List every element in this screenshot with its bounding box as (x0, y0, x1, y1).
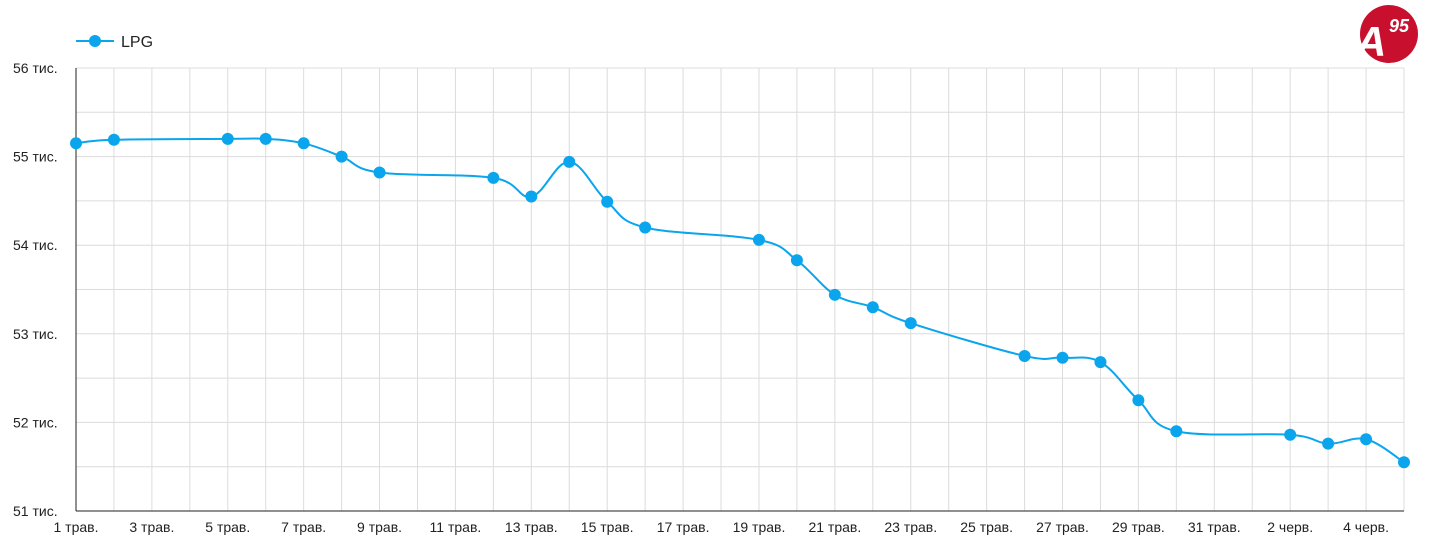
data-point[interactable] (828, 288, 841, 301)
logo-letter: A (1355, 18, 1386, 65)
data-point[interactable] (752, 233, 765, 246)
data-point[interactable] (904, 317, 917, 330)
y-tick-label: 56 тис. (13, 60, 58, 76)
x-tick-label: 17 трав. (657, 519, 710, 535)
data-point[interactable] (107, 133, 120, 146)
data-point[interactable] (1018, 349, 1031, 362)
data-point[interactable] (1170, 425, 1183, 438)
x-tick-label: 23 трав. (884, 519, 937, 535)
x-tick-label: 27 трав. (1036, 519, 1089, 535)
legend[interactable]: LPG (76, 34, 153, 51)
data-point[interactable] (335, 150, 348, 163)
x-tick-label: 3 трав. (129, 519, 174, 535)
data-point[interactable] (563, 155, 576, 168)
data-point[interactable] (297, 137, 310, 150)
data-point[interactable] (1398, 456, 1410, 469)
data-point[interactable] (1322, 437, 1335, 450)
x-axis-labels: 1 трав. 3 трав. 5 трав. 7 трав. 9 трав. 11 тр… (54, 519, 1389, 535)
y-tick-label: 52 тис. (13, 414, 58, 430)
data-point[interactable] (1056, 351, 1069, 364)
series-line (75, 137, 1405, 464)
data-point[interactable] (487, 171, 500, 184)
x-tick-label: 4 черв. (1343, 519, 1389, 535)
x-tick-label: 21 трав. (808, 519, 861, 535)
y-tick-label: 55 тис. (13, 149, 58, 165)
data-point[interactable] (866, 301, 879, 314)
a95-logo: A 95 (1355, 5, 1418, 65)
x-tick-label: 5 трав. (205, 519, 250, 535)
x-tick-label: 11 трав. (430, 519, 482, 535)
x-tick-label: 2 черв. (1267, 519, 1313, 535)
chart-grid (76, 67, 1405, 511)
y-tick-label: 53 тис. (13, 326, 58, 342)
series-lpg (70, 132, 1410, 469)
logo-circle (1360, 5, 1418, 63)
data-point[interactable] (259, 132, 272, 145)
x-tick-label: 1 трав. (54, 519, 99, 535)
x-tick-label: 25 трав. (960, 519, 1013, 535)
data-point[interactable] (221, 132, 234, 145)
legend-dot-marker (89, 35, 101, 47)
y-tick-label: 51 тис. (13, 503, 58, 519)
data-point[interactable] (601, 195, 614, 208)
legend-label-lpg: LPG (121, 34, 153, 51)
data-point[interactable] (70, 137, 82, 150)
logo-superscript: 95 (1389, 16, 1410, 36)
data-point[interactable] (373, 166, 386, 179)
y-tick-label: 54 тис. (13, 237, 58, 253)
data-point[interactable] (1360, 433, 1373, 446)
x-tick-label: 13 трав. (505, 519, 558, 535)
data-point[interactable] (1284, 428, 1297, 441)
data-point[interactable] (639, 221, 652, 234)
y-axis-labels: 51 тис. 52 тис. 53 тис. 54 тис. 55 тис. 56 ти… (13, 60, 58, 519)
x-tick-label: 29 трав. (1112, 519, 1165, 535)
data-point[interactable] (1094, 356, 1107, 369)
x-tick-label: 19 трав. (733, 519, 786, 535)
x-tick-label: 7 трав. (281, 519, 326, 535)
data-point[interactable] (790, 254, 803, 267)
data-point[interactable] (525, 190, 538, 203)
x-tick-label: 31 трав. (1188, 519, 1241, 535)
data-point[interactable] (1132, 394, 1145, 407)
x-tick-label: 15 трав. (581, 519, 634, 535)
x-tick-label: 9 трав. (357, 519, 402, 535)
